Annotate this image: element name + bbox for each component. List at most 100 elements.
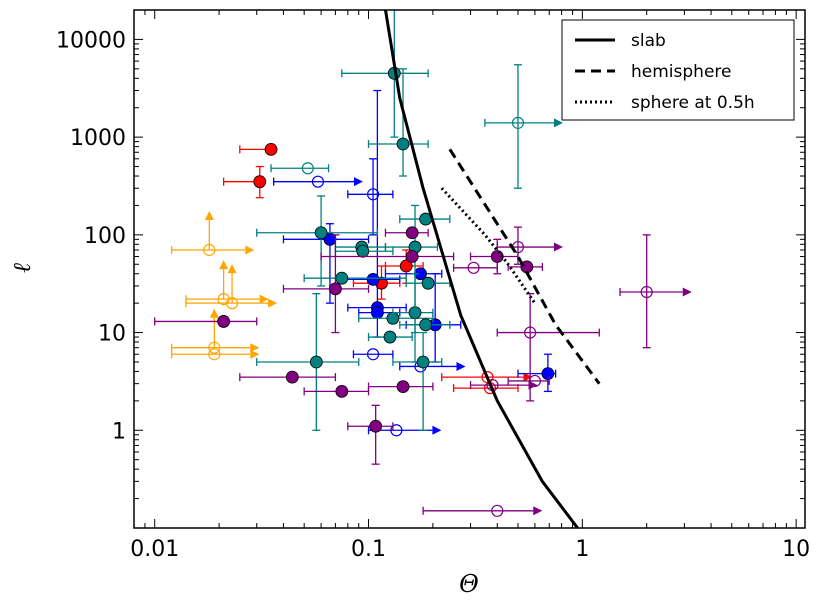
data-point-blue <box>282 223 370 304</box>
data-point-teal <box>270 162 330 175</box>
data-point-orange <box>171 210 255 257</box>
filled-marker <box>335 384 349 398</box>
open-marker <box>390 424 403 437</box>
open-marker <box>491 504 504 517</box>
filled-marker <box>405 250 419 263</box>
filled-marker <box>405 226 419 240</box>
data-point-orange <box>171 308 260 354</box>
data-point-purple <box>422 504 543 517</box>
data-point-blue <box>273 175 363 188</box>
filled-marker <box>356 244 370 258</box>
data-point-teal <box>256 293 360 431</box>
upper-limit-arrow <box>456 361 466 371</box>
line-sphere-at-0-5h <box>440 187 537 305</box>
data-point-red <box>239 142 278 156</box>
upper-limit-arrow <box>682 287 692 297</box>
upper-limit-arrow <box>250 343 260 353</box>
legend-label-hemisphere: hemisphere <box>631 62 731 82</box>
filled-marker <box>383 330 397 344</box>
data-point-purple <box>239 370 337 384</box>
filled-marker <box>253 175 267 189</box>
open-marker <box>311 175 325 188</box>
data-point-teal <box>256 195 379 287</box>
legend-label-sphere: sphere at 0.5h <box>631 93 755 113</box>
y-tick-label: 10 <box>98 322 126 347</box>
filled-marker <box>314 226 328 240</box>
upper-limit-arrow <box>553 242 563 252</box>
upper-limit-arrow <box>219 260 229 270</box>
upper-limit-arrow <box>259 294 269 304</box>
data-point-purple <box>507 260 543 274</box>
open-marker <box>528 374 542 388</box>
filled-marker <box>396 380 410 393</box>
model-lines <box>384 9 601 529</box>
data-point-blue <box>347 158 394 236</box>
x-axis-label: Θ <box>459 570 479 598</box>
upper-limit-arrow <box>432 425 442 435</box>
upper-limit-arrow <box>353 177 363 187</box>
data-point-purple <box>619 234 692 349</box>
data-point-teal <box>405 276 451 290</box>
open-marker <box>511 116 525 129</box>
upper-limit-arrow <box>533 506 543 516</box>
x-tick-label: 0.1 <box>351 537 386 562</box>
data-point-purple <box>154 315 258 328</box>
data-point-teal <box>334 244 394 258</box>
filled-marker <box>541 367 555 381</box>
data-point-blue <box>352 348 394 361</box>
filled-marker <box>264 142 278 156</box>
data-point-purple <box>303 384 370 398</box>
filled-marker <box>369 419 383 433</box>
open-marker <box>301 162 314 175</box>
filled-marker <box>329 282 342 296</box>
open-marker <box>640 285 653 299</box>
y-tick-label: 10000 <box>56 28 126 53</box>
filled-marker <box>285 370 299 384</box>
data-point-teal <box>484 64 563 189</box>
data-point-red <box>441 371 533 384</box>
filled-marker <box>419 318 433 332</box>
open-marker <box>524 326 537 339</box>
open-marker <box>467 261 480 274</box>
open-marker <box>225 297 239 310</box>
plot-frame <box>133 9 806 529</box>
filled-marker <box>370 306 384 320</box>
data-point-blue <box>347 89 407 338</box>
upper-limit-arrow <box>250 349 260 359</box>
axis-ticks: 0.01 0.1 1 10 1 10 100 1000 10000 <box>56 9 810 562</box>
upper-limit-arrow <box>528 380 538 390</box>
open-marker <box>203 243 216 257</box>
x-tick-label: 0.01 <box>130 537 179 562</box>
data-point-orange <box>185 264 278 310</box>
y-axis-label: ℓ <box>8 263 36 273</box>
data-point-teal <box>399 212 451 226</box>
filled-marker <box>399 259 413 273</box>
data-point-purple <box>384 226 429 240</box>
line-slab <box>384 9 579 529</box>
data-point-purple <box>452 261 498 274</box>
x-tick-label: 10 <box>782 537 810 562</box>
filled-marker <box>396 137 410 151</box>
line-hemisphere <box>448 148 601 385</box>
data-point-purple <box>282 234 370 334</box>
filled-marker <box>421 276 435 290</box>
data-layer <box>154 10 692 517</box>
data-point-orange <box>185 260 269 306</box>
upper-limit-arrow <box>204 210 214 220</box>
filled-marker <box>335 271 349 285</box>
x-tick-label: 1 <box>575 537 589 562</box>
data-point-teal <box>384 204 439 334</box>
upper-limit-arrow <box>245 245 255 255</box>
filled-marker <box>309 355 323 369</box>
data-point-teal <box>399 318 451 332</box>
upper-limit-arrow <box>268 298 278 308</box>
upper-limit-arrow <box>227 264 237 274</box>
open-marker <box>366 188 380 201</box>
open-marker <box>208 348 221 361</box>
data-point-orange <box>171 348 260 361</box>
data-point-teal <box>367 330 413 344</box>
y-tick-label: 100 <box>84 224 126 249</box>
data-point-teal <box>392 331 443 431</box>
upper-limit-arrow <box>523 372 533 382</box>
